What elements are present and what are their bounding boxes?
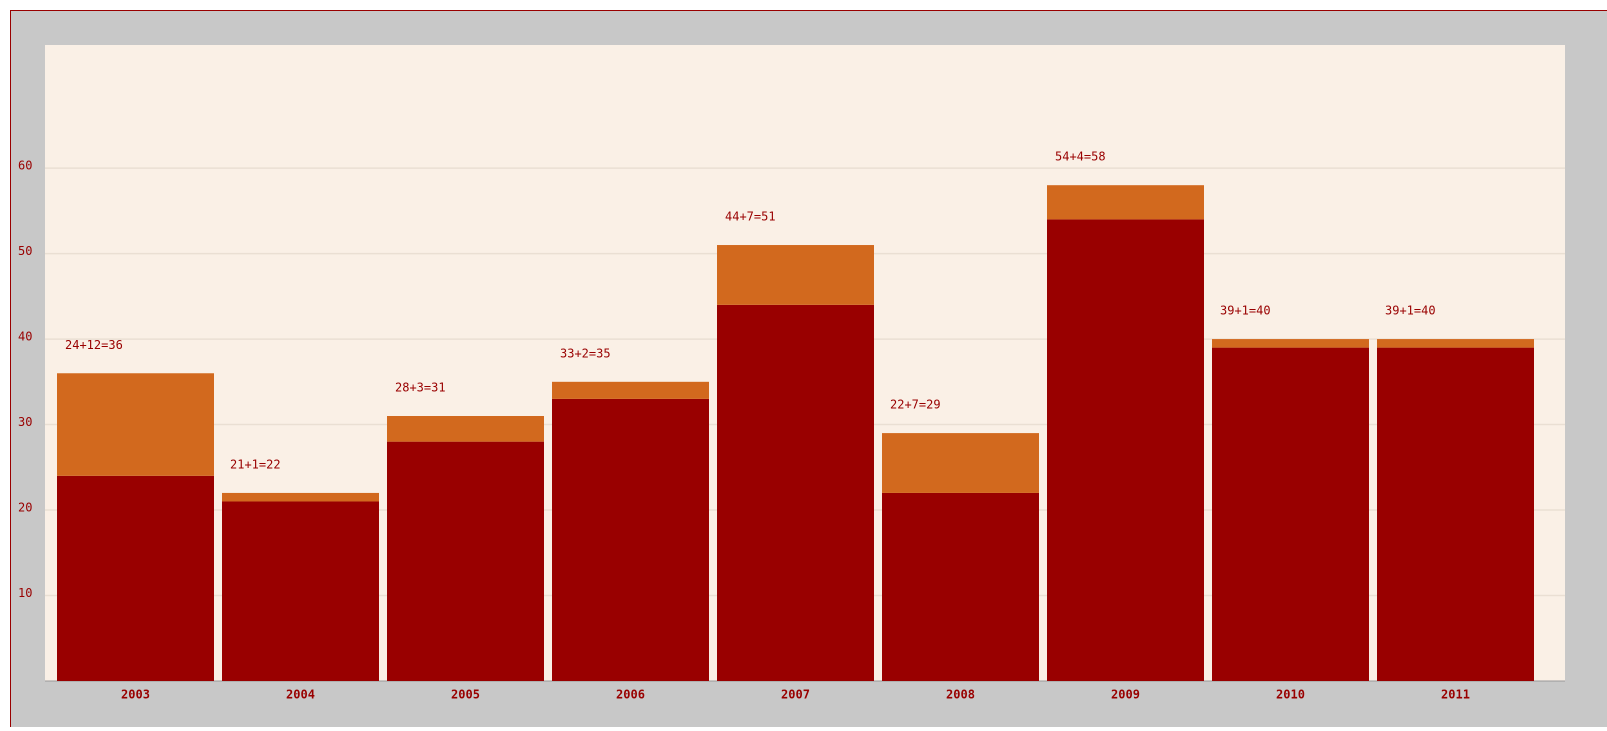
- bar-segment: [57, 373, 214, 476]
- data-label: 39+1=40: [1220, 304, 1271, 318]
- y-tick-label: 60: [18, 159, 32, 173]
- data-label: 54+4=58: [1055, 150, 1106, 164]
- y-tick-label: 50: [18, 244, 32, 258]
- x-tick-label: 2005: [451, 688, 480, 702]
- x-tick-label: 2007: [781, 688, 810, 702]
- x-tick-label: 2003: [121, 688, 150, 702]
- bar-segment: [387, 416, 544, 442]
- x-tick-label: 2009: [1111, 688, 1140, 702]
- y-tick-label: 10: [18, 586, 32, 600]
- data-label: 39+1=40: [1385, 304, 1436, 318]
- data-label: 22+7=29: [890, 398, 941, 412]
- bar-segment: [552, 399, 709, 681]
- bar-segment: [882, 493, 1039, 681]
- data-label: 33+2=35: [560, 346, 611, 360]
- bar-segment: [222, 493, 379, 502]
- x-tick-label: 2011: [1441, 688, 1470, 702]
- bar-segment: [387, 442, 544, 681]
- bar-segment: [1212, 348, 1369, 681]
- y-tick-label: 40: [18, 330, 32, 344]
- bar-segment: [1047, 219, 1204, 681]
- bar-segment: [1212, 339, 1369, 348]
- x-tick-label: 2008: [946, 688, 975, 702]
- data-label: 21+1=22: [230, 457, 281, 471]
- y-tick-label: 30: [18, 415, 32, 429]
- bar-segment: [552, 382, 709, 399]
- data-label: 28+3=31: [395, 381, 446, 395]
- bar-segment: [717, 245, 874, 305]
- x-tick-label: 2006: [616, 688, 645, 702]
- bar-segment: [1047, 185, 1204, 219]
- x-tick-label: 2004: [286, 688, 315, 702]
- bar-segment: [57, 476, 214, 681]
- data-label: 24+12=36: [65, 338, 123, 352]
- bar-segment: [222, 501, 379, 681]
- bar-segment: [1377, 348, 1534, 681]
- data-label: 44+7=51: [725, 210, 776, 224]
- x-tick-label: 2010: [1276, 688, 1305, 702]
- bar-segment: [1377, 339, 1534, 348]
- bar-segment: [882, 433, 1039, 493]
- bar-segment: [717, 305, 874, 681]
- y-tick-label: 20: [18, 501, 32, 515]
